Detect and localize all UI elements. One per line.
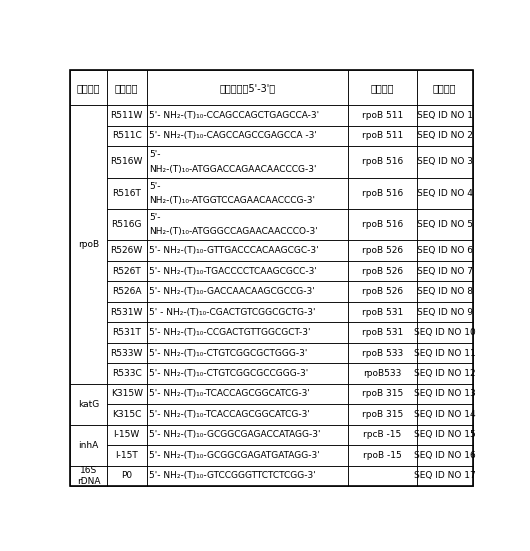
- Text: 探针名称: 探针名称: [115, 83, 138, 93]
- Text: 5'- NH₂-(T)₁₀-GCGGCGAGACCATAGG-3': 5'- NH₂-(T)₁₀-GCGGCGAGACCATAGG-3': [149, 430, 321, 440]
- Text: 对应位点: 对应位点: [370, 83, 394, 93]
- Text: rpoB533: rpoB533: [363, 369, 402, 378]
- Text: SEQ ID NO 16: SEQ ID NO 16: [414, 451, 475, 460]
- Text: 5'- NH₂-(T)₁₀-CCAGCCAGCTGAGCCA-3': 5'- NH₂-(T)₁₀-CCAGCCAGCTGAGCCA-3': [149, 111, 319, 120]
- Text: rpoB 526: rpoB 526: [362, 287, 403, 296]
- Text: R516G: R516G: [111, 220, 142, 229]
- Text: R511C: R511C: [112, 132, 142, 141]
- Text: I-15W: I-15W: [113, 430, 140, 440]
- Text: 5'- NH₂-(T)₁₀-TCACCAGCGGCATCG-3': 5'- NH₂-(T)₁₀-TCACCAGCGGCATCG-3': [149, 410, 310, 419]
- Text: rpoB 526: rpoB 526: [362, 246, 403, 255]
- Text: SEQ ID NO 3: SEQ ID NO 3: [417, 158, 473, 166]
- Text: R526W: R526W: [111, 246, 143, 255]
- Text: R533W: R533W: [111, 348, 143, 358]
- Text: R533C: R533C: [112, 369, 142, 378]
- Text: rpcB -15: rpcB -15: [363, 430, 401, 440]
- Text: 检测基因: 检测基因: [77, 83, 100, 93]
- Text: R516W: R516W: [111, 158, 143, 166]
- Text: SEQ ID NO 6: SEQ ID NO 6: [417, 246, 473, 255]
- Text: 5'- NH₂-(T)₁₀-CTGTCGGCGCCGGG-3': 5'- NH₂-(T)₁₀-CTGTCGGCGCCGGG-3': [149, 369, 308, 378]
- Text: 5'- NH₂-(T)₁₀-CAGCCAGCCGAGCCA -3': 5'- NH₂-(T)₁₀-CAGCCAGCCGAGCCA -3': [149, 132, 317, 141]
- Text: rpoB 315: rpoB 315: [361, 410, 403, 419]
- Text: SEQ ID NO 2: SEQ ID NO 2: [417, 132, 473, 141]
- Text: K315W: K315W: [111, 390, 143, 398]
- Text: rpoB 531: rpoB 531: [361, 307, 403, 316]
- Text: I-15T: I-15T: [116, 451, 138, 460]
- Text: 5'- NH₂-(T)₁₀-CCGACTGTTGGCGCT-3': 5'- NH₂-(T)₁₀-CCGACTGTTGGCGCT-3': [149, 328, 311, 337]
- Text: P0: P0: [121, 472, 132, 480]
- Text: SEQ ID NO 15: SEQ ID NO 15: [414, 430, 475, 440]
- Text: rpoB 511: rpoB 511: [361, 111, 403, 120]
- Text: rpoB: rpoB: [78, 240, 99, 249]
- Text: NH₂-(T)₁₀-ATGGGCCAGAACAACCCO-3': NH₂-(T)₁₀-ATGGGCCAGAACAACCCO-3': [149, 228, 317, 236]
- Text: 5'-: 5'-: [149, 181, 161, 191]
- Text: SEQ ID NO 12: SEQ ID NO 12: [414, 369, 475, 378]
- Text: SEQ ID NO 8: SEQ ID NO 8: [417, 287, 473, 296]
- Text: 5'-: 5'-: [149, 150, 161, 159]
- Text: 5' - NH₂-(T)₁₀-CGACTGTCGGCGCTG-3': 5' - NH₂-(T)₁₀-CGACTGTCGGCGCTG-3': [149, 307, 315, 316]
- Text: SEQ ID NO 4: SEQ ID NO 4: [417, 189, 473, 198]
- Text: 5'- NH₂-(T)₁₀-GTTGACCCACAAGCGC-3': 5'- NH₂-(T)₁₀-GTTGACCCACAAGCGC-3': [149, 246, 319, 255]
- Text: SEQ ID NO 14: SEQ ID NO 14: [414, 410, 475, 419]
- Text: R526T: R526T: [112, 267, 141, 276]
- Text: rpoB 516: rpoB 516: [361, 158, 403, 166]
- Text: SEQ ID NO 10: SEQ ID NO 10: [414, 328, 475, 337]
- Text: 5'- NH₂-(T)₁₀-GCGGCGAGATGATAGG-3': 5'- NH₂-(T)₁₀-GCGGCGAGATGATAGG-3': [149, 451, 320, 460]
- Text: rpoB 531: rpoB 531: [361, 328, 403, 337]
- Text: rpoB 315: rpoB 315: [361, 390, 403, 398]
- Text: 5'- NH₂-(T)₁₀-TCACCAGCGGCATCG-3': 5'- NH₂-(T)₁₀-TCACCAGCGGCATCG-3': [149, 390, 310, 398]
- Text: rpoB 533: rpoB 533: [361, 348, 403, 358]
- Text: 探针序列（5'-3'）: 探针序列（5'-3'）: [219, 83, 276, 93]
- Text: K315C: K315C: [112, 410, 142, 419]
- Text: rpoB 516: rpoB 516: [361, 220, 403, 229]
- Text: R516T: R516T: [112, 189, 141, 198]
- Text: SEQ ID NO 11: SEQ ID NO 11: [414, 348, 475, 358]
- Text: R511W: R511W: [111, 111, 143, 120]
- Text: SEQ ID NO 7: SEQ ID NO 7: [417, 267, 473, 276]
- Text: 5'- NH₂-(T)₁₀-GTCCGGGTTCTCTCGG-3': 5'- NH₂-(T)₁₀-GTCCGGGTTCTCTCGG-3': [149, 472, 316, 480]
- Text: 5'- NH₂-(T)₁₀-CTGTCGGCGCTGGG-3': 5'- NH₂-(T)₁₀-CTGTCGGCGCTGGG-3': [149, 348, 307, 358]
- Text: rpoB -15: rpoB -15: [363, 451, 402, 460]
- Text: R531T: R531T: [112, 328, 141, 337]
- Text: 序列编号: 序列编号: [433, 83, 456, 93]
- Text: R531W: R531W: [111, 307, 143, 316]
- Text: rpoB 516: rpoB 516: [361, 189, 403, 198]
- Text: 5'-: 5'-: [149, 213, 161, 222]
- Text: R526A: R526A: [112, 287, 142, 296]
- Text: inhA: inhA: [78, 441, 99, 450]
- Text: NH₂-(T)₁₀-ATGGTCCAGAACAACCCG-3': NH₂-(T)₁₀-ATGGTCCAGAACAACCCG-3': [149, 196, 315, 205]
- Text: 5'- NH₂-(T)₁₀-GACCAACAAGCGCCG-3': 5'- NH₂-(T)₁₀-GACCAACAAGCGCCG-3': [149, 287, 315, 296]
- Text: 5'- NH₂-(T)₁₀-TGACCCCTCAAGCGCC-3': 5'- NH₂-(T)₁₀-TGACCCCTCAAGCGCC-3': [149, 267, 317, 276]
- Text: 16S
rDNA: 16S rDNA: [77, 466, 100, 485]
- Text: katG: katG: [78, 399, 99, 409]
- Text: SEQ ID NO 13: SEQ ID NO 13: [414, 390, 475, 398]
- Text: SEQ ID NO 9: SEQ ID NO 9: [417, 307, 473, 316]
- Text: NH₂-(T)₁₀-ATGGACCAGAACAACCCG-3': NH₂-(T)₁₀-ATGGACCAGAACAACCCG-3': [149, 165, 316, 174]
- Text: SEQ ID NO 17: SEQ ID NO 17: [414, 472, 475, 480]
- Text: SEQ ID NO 5: SEQ ID NO 5: [417, 220, 473, 229]
- Text: rpoB 526: rpoB 526: [362, 267, 403, 276]
- Text: rpoB 511: rpoB 511: [361, 132, 403, 141]
- Text: SEQ ID NO 1: SEQ ID NO 1: [417, 111, 473, 120]
